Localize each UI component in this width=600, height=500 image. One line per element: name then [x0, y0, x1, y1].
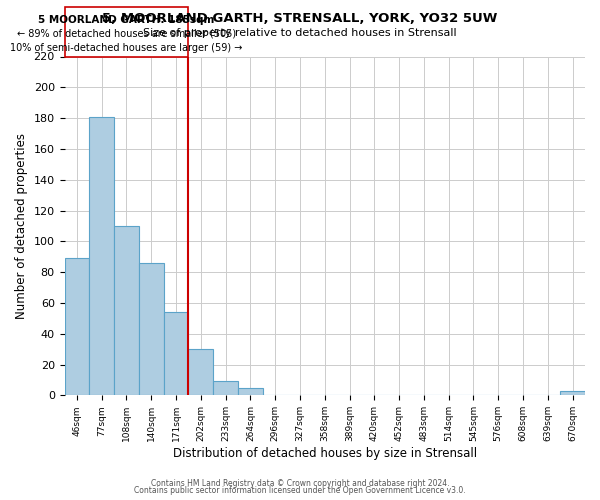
Bar	[139, 263, 164, 396]
Bar	[213, 382, 238, 396]
Text: Contains public sector information licensed under the Open Government Licence v3: Contains public sector information licen…	[134, 486, 466, 495]
Bar	[114, 226, 139, 396]
Bar	[65, 258, 89, 396]
Text: Contains HM Land Registry data © Crown copyright and database right 2024.: Contains HM Land Registry data © Crown c…	[151, 478, 449, 488]
Text: 5 MOORLAND GARTH: 185sqm: 5 MOORLAND GARTH: 185sqm	[38, 15, 215, 25]
Bar	[89, 116, 114, 396]
X-axis label: Distribution of detached houses by size in Strensall: Distribution of detached houses by size …	[173, 447, 477, 460]
Bar	[164, 312, 188, 396]
Bar	[238, 388, 263, 396]
Text: 10% of semi-detached houses are larger (59) →: 10% of semi-detached houses are larger (…	[10, 42, 242, 52]
Y-axis label: Number of detached properties: Number of detached properties	[15, 133, 28, 319]
Bar	[188, 349, 213, 396]
FancyBboxPatch shape	[65, 7, 188, 56]
Bar	[560, 390, 585, 396]
Text: 5, MOORLAND GARTH, STRENSALL, YORK, YO32 5UW: 5, MOORLAND GARTH, STRENSALL, YORK, YO32…	[103, 12, 497, 26]
Text: ← 89% of detached houses are smaller (505): ← 89% of detached houses are smaller (50…	[17, 29, 236, 39]
Text: Size of property relative to detached houses in Strensall: Size of property relative to detached ho…	[143, 28, 457, 38]
